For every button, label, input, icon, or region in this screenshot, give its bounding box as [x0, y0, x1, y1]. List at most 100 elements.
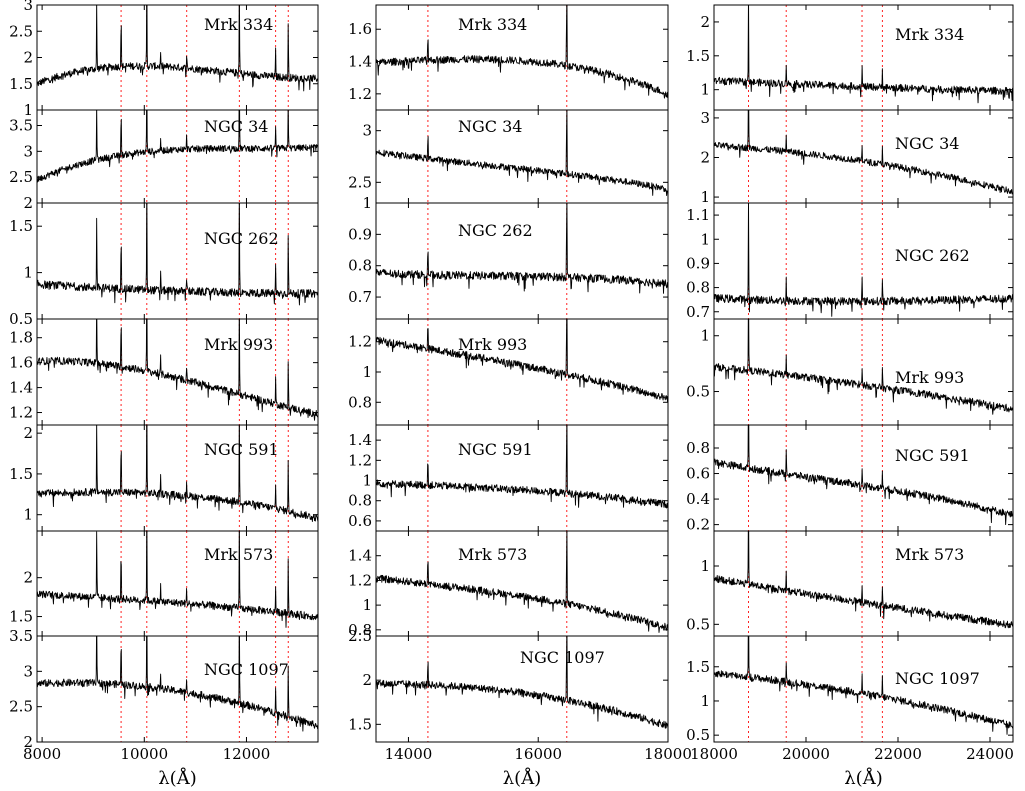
y-tick-label: 1.2 [348, 85, 372, 103]
spectrum-trace [714, 531, 1013, 629]
y-tick-label: 2 [23, 733, 33, 751]
panel-1-6: 1.5 2 Mrk 573 [9, 530, 319, 637]
y-tick-label: 2.5 [348, 627, 372, 645]
y-tick-label: 2 [23, 569, 33, 587]
panel-3-4: 0.5 1 Mrk 993 [686, 318, 1014, 426]
y-tick-label: 2 [700, 13, 710, 31]
y-tick-label: 0.8 [686, 439, 710, 457]
x-tick-label: 20000 [782, 745, 830, 763]
panel-label: NGC 1097 [895, 669, 980, 688]
spectrum-trace [37, 636, 318, 732]
panel-2-5: 0.6 0.8 1 1.2 1.4 NGC 591 [348, 424, 669, 532]
y-tick-label: 0.6 [348, 512, 372, 530]
column-1: 1 1.5 2 2.5 3 Mrk 334 2 2.5 3 3.5 NGC 34 0.5 1 1.5 NGC… [9, 0, 319, 789]
y-tick-label: 1.2 [348, 571, 372, 589]
spectrum-trace [376, 531, 668, 633]
panel-frame [713, 4, 1014, 111]
spectrum-trace [376, 5, 668, 99]
y-tick-label: 0.8 [348, 257, 372, 275]
spectrum-trace [376, 319, 668, 403]
panel-label: NGC 1097 [520, 648, 605, 667]
y-tick-label: 1 [23, 264, 33, 282]
spectrum-trace [714, 110, 1013, 195]
y-tick-label: 1 [23, 506, 33, 524]
x-tick-label: 12000 [223, 745, 271, 763]
panel-label: NGC 34 [458, 117, 522, 136]
panel-label: NGC 591 [458, 440, 533, 459]
panel-frame [713, 424, 1014, 532]
spectrum-trace [714, 636, 1013, 735]
panel-1-5: 1 1.5 2 NGC 591 [9, 424, 319, 532]
spectrum-trace [376, 110, 668, 197]
panel-frame [713, 109, 1014, 204]
y-tick-label: 0.5 [686, 726, 710, 744]
spectrum-trace [714, 319, 1013, 415]
panel-2-2: 2.5 3 NGC 34 [348, 109, 669, 204]
panel-label: Mrk 334 [458, 15, 527, 34]
panel-2-7: 1.5 2 2.5 NGC 1097 [348, 627, 669, 743]
y-tick-label: 2 [23, 194, 33, 212]
y-tick-label: 1.2 [348, 451, 372, 469]
y-tick-label: 1 [700, 557, 710, 575]
y-tick-label: 0.8 [686, 279, 710, 297]
y-tick-label: 3.5 [9, 117, 33, 135]
spectrum-trace [714, 5, 1013, 104]
x-tick-label: 18000 [690, 745, 738, 763]
y-tick-label: 0.8 [348, 492, 372, 510]
panel-3-7: 0.5 1 1.5 NGC 1097 [686, 635, 1014, 744]
y-tick-label: 1.5 [9, 217, 33, 235]
y-tick-label: 2 [700, 148, 710, 166]
y-tick-label: 2.5 [9, 22, 33, 40]
y-tick-label: 1.5 [348, 715, 372, 733]
y-tick-label: 2.5 [348, 173, 372, 191]
y-tick-label: 1 [362, 363, 372, 381]
y-tick-label: 1.6 [9, 354, 33, 372]
y-tick-label: 0.7 [348, 288, 372, 306]
spectrum-trace [376, 425, 668, 509]
y-tick-label: 0.8 [348, 621, 372, 639]
panel-label: NGC 262 [895, 246, 970, 265]
y-tick-label: 0.9 [686, 254, 710, 272]
panel-frame [375, 635, 669, 743]
panel-label: Mrk 334 [204, 15, 273, 34]
panel-label: NGC 34 [895, 134, 959, 153]
y-tick-label: 0.9 [348, 225, 372, 243]
spectrum-trace [37, 110, 318, 183]
panel-2-3: 0.7 0.8 0.9 1 NGC 262 [348, 194, 669, 320]
panel-2-6: 0.8 1 1.2 1.4 Mrk 573 [348, 530, 669, 639]
panel-1-2: 2 2.5 3 3.5 NGC 34 [9, 109, 319, 212]
spectrum-trace [714, 425, 1013, 526]
panel-label: NGC 262 [458, 221, 533, 240]
y-tick-label: 1.4 [348, 547, 372, 565]
x-tick-label: 22000 [874, 745, 922, 763]
y-tick-label: 0.8 [348, 393, 372, 411]
y-tick-label: 1.1 [686, 206, 710, 224]
x-tick-label: 8000 [23, 745, 61, 763]
spectrum-trace [37, 425, 318, 523]
y-tick-label: 0.5 [686, 615, 710, 633]
y-tick-label: 1 [700, 81, 710, 99]
y-tick-label: 2.5 [9, 698, 33, 716]
y-tick-label: 2 [362, 671, 372, 689]
spectrum-trace [37, 531, 318, 628]
y-tick-label: 1 [362, 194, 372, 212]
x-tick-label: 24000 [966, 745, 1014, 763]
x-axis-label: λ(Å) [844, 767, 882, 789]
y-tick-label: 3 [23, 142, 33, 160]
panel-label: Mrk 993 [458, 335, 527, 354]
y-tick-label: 0.7 [686, 303, 710, 321]
y-tick-label: 3 [23, 662, 33, 680]
y-tick-label: 1 [700, 230, 710, 248]
y-tick-label: 2 [23, 424, 33, 442]
y-tick-label: 1.5 [9, 465, 33, 483]
panel-label: Mrk 993 [204, 335, 273, 354]
x-axis-label: λ(Å) [503, 767, 541, 789]
panel-label: NGC 1097 [204, 660, 289, 679]
y-tick-label: 1 [362, 596, 372, 614]
spectrum-trace [37, 203, 318, 306]
panel-label: Mrk 573 [458, 545, 527, 564]
y-tick-label: 1.4 [348, 431, 372, 449]
panel-label: Mrk 573 [204, 545, 273, 564]
